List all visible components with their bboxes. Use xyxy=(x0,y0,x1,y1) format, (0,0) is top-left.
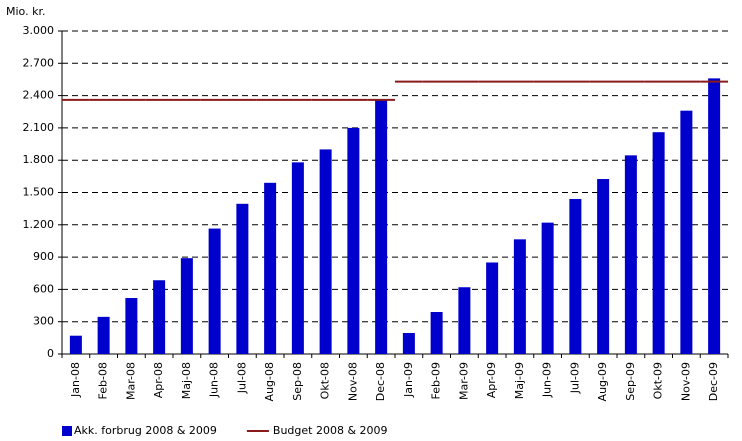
x-tick-label: Dec-08 xyxy=(374,362,387,401)
x-tick-label: Aug-08 xyxy=(263,362,276,401)
x-tick-label: Maj-08 xyxy=(180,362,193,399)
legend-label: Budget 2008 & 2009 xyxy=(273,424,388,437)
bar xyxy=(319,149,332,354)
y-tick-label: 2.100 xyxy=(23,121,55,134)
bar xyxy=(291,162,304,354)
x-tick-label: Dec-09 xyxy=(707,362,720,401)
bar xyxy=(153,280,166,354)
y-tick-label: 0 xyxy=(47,347,54,360)
bar xyxy=(486,262,499,354)
x-tick-label: Feb-09 xyxy=(430,362,443,399)
x-tick-label: Mar-08 xyxy=(124,362,137,400)
x-tick-label: Okt-08 xyxy=(319,362,332,399)
legend-swatch xyxy=(62,426,72,436)
bar xyxy=(430,312,443,354)
bar xyxy=(458,287,471,354)
x-tick-label: Jan-08 xyxy=(69,362,82,398)
x-tick-label: Aug-09 xyxy=(596,362,609,401)
bar xyxy=(513,239,526,354)
y-axis-label: Mio. kr. xyxy=(6,5,45,18)
x-tick-label: Nov-09 xyxy=(679,362,692,401)
x-tick-label: Apr-08 xyxy=(152,362,165,398)
bar xyxy=(402,333,415,354)
bar xyxy=(708,78,721,354)
x-tick-label: Apr-09 xyxy=(485,362,498,398)
bar xyxy=(125,298,138,354)
x-tick-label: Sep-09 xyxy=(624,362,637,401)
y-tick-label: 1.500 xyxy=(23,186,55,199)
x-tick-label: Sep-08 xyxy=(291,362,304,401)
y-tick-label: 3.000 xyxy=(23,24,55,37)
bar xyxy=(264,182,277,354)
x-tick-label: Okt-09 xyxy=(652,362,665,399)
y-tick-label: 300 xyxy=(33,315,54,328)
bar xyxy=(569,198,582,354)
bar xyxy=(541,222,554,354)
y-tick-label: 1.200 xyxy=(23,218,55,231)
bar xyxy=(236,203,249,354)
x-tick-label: Jan-09 xyxy=(402,362,415,398)
bar xyxy=(624,155,637,354)
y-tick-label: 1.800 xyxy=(23,153,55,166)
bar xyxy=(680,110,693,354)
x-tick-label: Feb-08 xyxy=(97,362,110,399)
x-tick-label: Jul-09 xyxy=(568,362,581,394)
x-tick-label: Jun-09 xyxy=(541,362,554,398)
bar xyxy=(69,335,82,354)
bar xyxy=(597,179,610,354)
x-tick-label: Maj-09 xyxy=(513,362,526,399)
x-tick-label: Jun-08 xyxy=(208,362,221,398)
y-tick-label: 600 xyxy=(33,282,54,295)
bar xyxy=(375,100,388,354)
bar xyxy=(180,258,193,354)
bar xyxy=(97,316,110,354)
y-tick-label: 2.700 xyxy=(23,56,55,69)
y-tick-label: 900 xyxy=(33,250,54,263)
bar xyxy=(347,127,360,355)
x-tick-label: Jul-08 xyxy=(235,362,248,394)
x-tick-label: Mar-09 xyxy=(457,362,470,400)
bar xyxy=(208,228,221,354)
x-tick-label: Nov-08 xyxy=(346,362,359,401)
legend-label: Akk. forbrug 2008 & 2009 xyxy=(74,424,217,437)
bar xyxy=(652,132,665,354)
y-tick-label: 2.400 xyxy=(23,89,55,102)
